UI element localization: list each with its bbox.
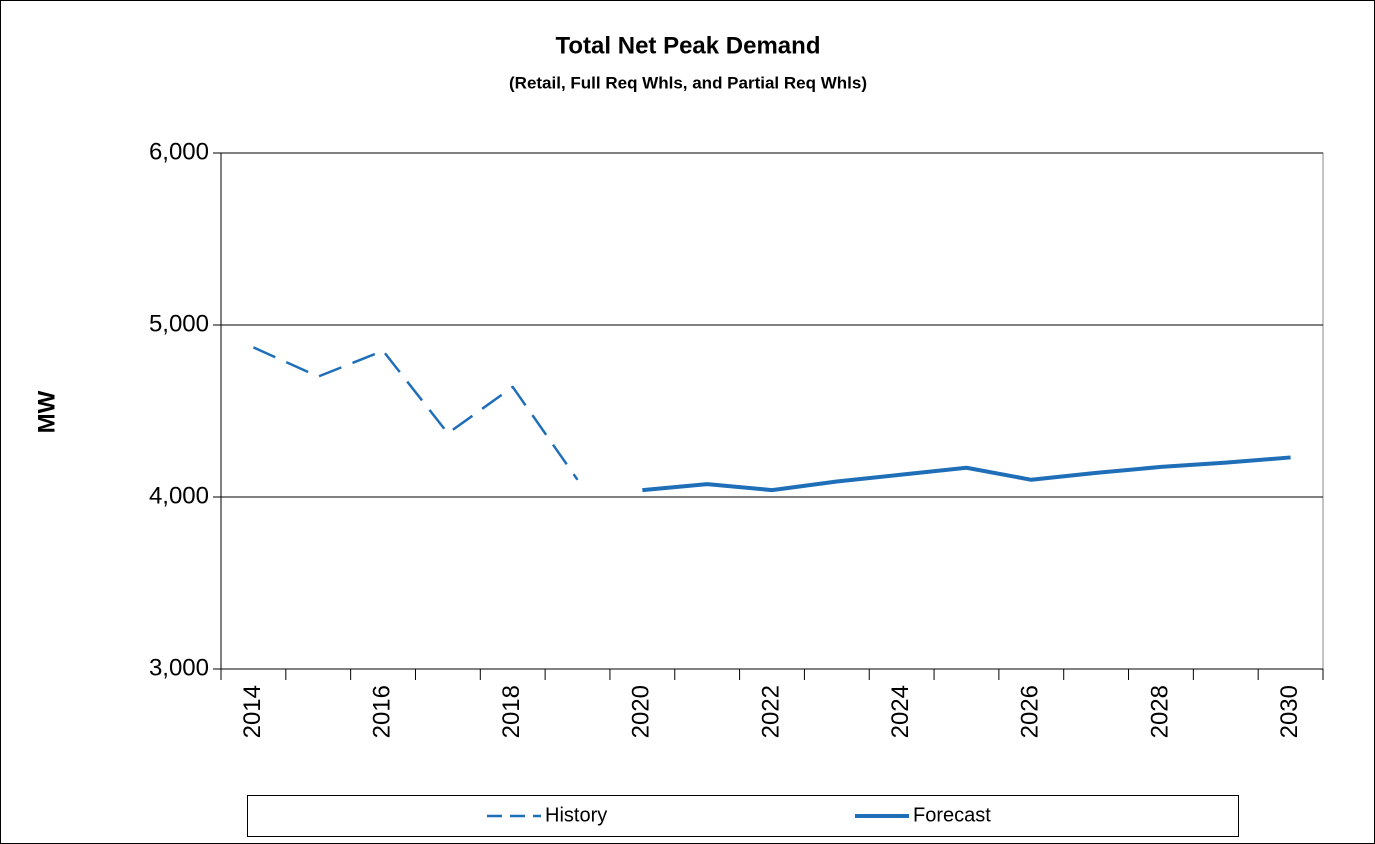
legend-box — [247, 795, 1239, 837]
x-tick-label: 2018 — [498, 685, 525, 738]
y-tick-label: 6,000 — [149, 138, 209, 165]
x-tick-label: 2022 — [757, 685, 784, 738]
x-tick-label: 2030 — [1276, 685, 1303, 738]
line-series — [642, 455, 1291, 493]
y-tick-label: 3,000 — [149, 654, 209, 681]
y-axis-label: MW — [33, 390, 60, 433]
x-tick-label: 2014 — [239, 685, 266, 738]
chart-title: Total Net Peak Demand — [556, 32, 821, 59]
x-tick-label: 2024 — [887, 685, 914, 738]
legend-label: Forecast — [913, 804, 991, 826]
x-tick-label: 2028 — [1146, 685, 1173, 738]
x-tick-label: 2026 — [1017, 685, 1044, 738]
legend-label: History — [545, 804, 607, 826]
chart-subtitle: (Retail, Full Req Whls, and Partial Req … — [509, 73, 867, 92]
y-tick-label: 4,000 — [149, 482, 209, 509]
x-tick-label: 2016 — [368, 685, 395, 738]
x-tick-label: 2020 — [628, 685, 655, 738]
y-tick-label: 5,000 — [149, 310, 209, 337]
line-series — [252, 346, 579, 481]
